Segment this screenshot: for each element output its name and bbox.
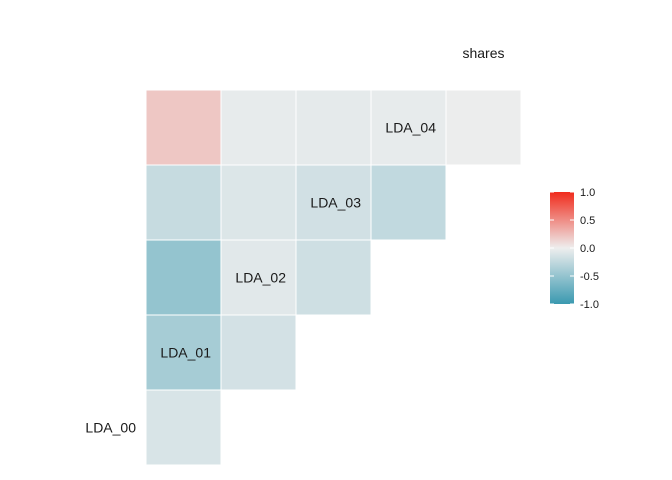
variable-label-lda_03: LDA_03 — [310, 195, 361, 211]
heatmap-cell-LDA_04-LDA_03 — [370, 164, 447, 241]
heatmap-cell-shares-LDA_00 — [145, 89, 222, 166]
legend-ticks: 1.0 0.5 0.0 -0.5 -1.0 — [550, 187, 599, 311]
heatmap-cell-LDA_03-LDA_00 — [145, 239, 222, 316]
heatmap-cell-LDA_04-LDA_00 — [145, 164, 222, 241]
heatmap-cell-LDA_03-LDA_02 — [295, 239, 372, 316]
variable-label-lda_00: LDA_00 — [85, 420, 136, 436]
heatmap-cells — [145, 89, 522, 466]
heatmap-cell-shares-LDA_03 — [370, 89, 447, 166]
variable-label-shares: shares — [462, 45, 504, 61]
variable-labels: LDA_00 LDA_01 LDA_02 LDA_03 LDA_04 shares — [85, 45, 504, 436]
heatmap-cell-shares-LDA_04 — [445, 89, 522, 166]
variable-label-lda_01: LDA_01 — [160, 345, 211, 361]
heatmap-cell-LDA_04-LDA_01 — [220, 164, 297, 241]
heatmap-cell-shares-LDA_01 — [220, 89, 297, 166]
legend-tick-label: -1.0 — [580, 299, 599, 311]
legend-tick-label: 0.5 — [580, 215, 595, 227]
heatmap-cell-LDA_03-LDA_01 — [220, 239, 297, 316]
heatmap-cell-LDA_01-LDA_00 — [145, 389, 222, 466]
legend-tick-label: -0.5 — [580, 271, 599, 283]
variable-label-lda_02: LDA_02 — [235, 270, 286, 286]
legend-tick-label: 0.0 — [580, 243, 595, 255]
heatmap-cell-LDA_02-LDA_00 — [145, 314, 222, 391]
heatmap-cell-LDA_02-LDA_01 — [220, 314, 297, 391]
heatmap-cell-shares-LDA_02 — [295, 89, 372, 166]
variable-label-lda_04: LDA_04 — [385, 120, 436, 136]
legend-tick-label: 1.0 — [580, 187, 595, 199]
color-legend: 1.0 0.5 0.0 -0.5 -1.0 — [550, 187, 599, 311]
